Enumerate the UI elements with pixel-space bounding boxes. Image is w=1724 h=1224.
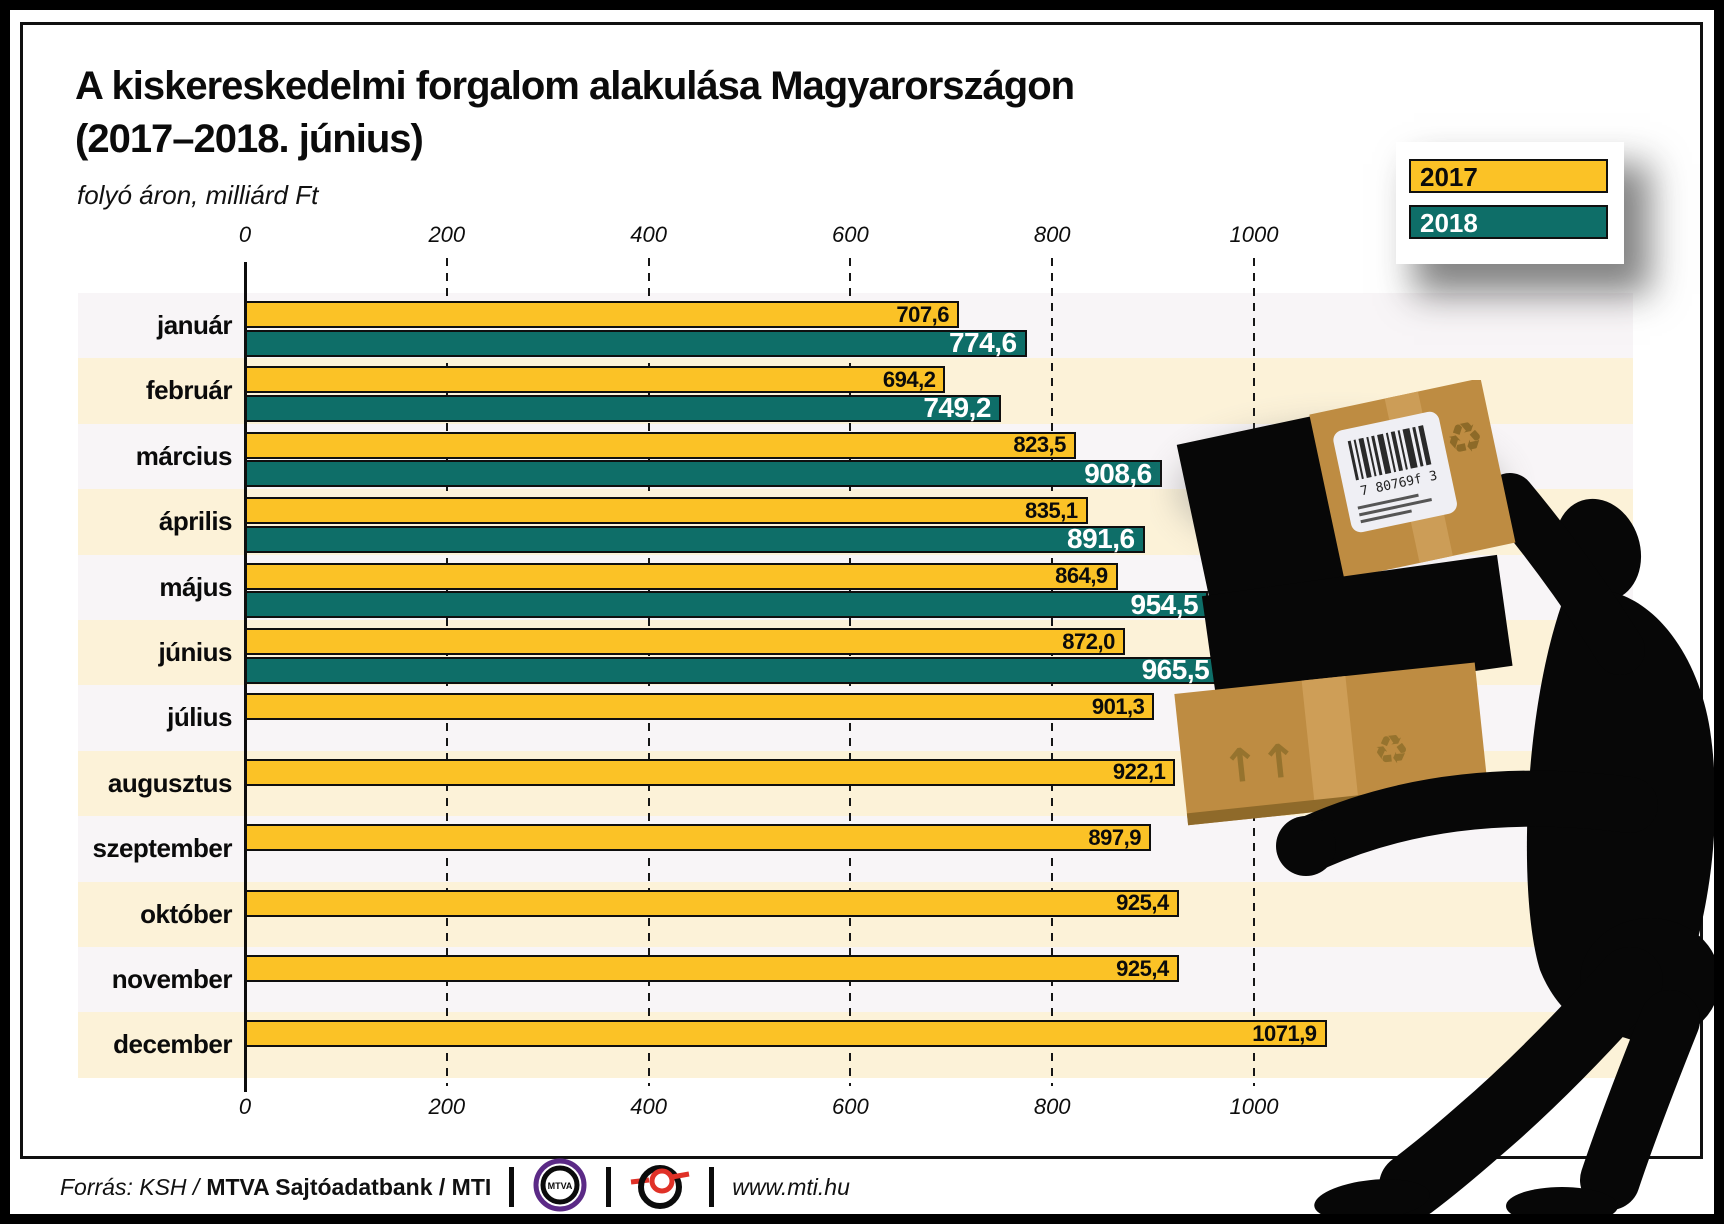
x-tick-top-1000: 1000 — [1229, 222, 1279, 247]
person-hand — [1276, 816, 1336, 876]
bar-2018-március: 908,6 — [245, 457, 1162, 489]
person-back-leg — [1580, 990, 1700, 1210]
bar-value-2017-február: 694,2 — [882, 366, 936, 392]
month-label-február: február — [145, 375, 233, 406]
legend-item-2018: 2018 — [1409, 205, 1608, 239]
page-title: A kiskereskedelmi forgalom alakulása Mag… — [75, 60, 1075, 166]
bar-2018-január: 774,6 — [245, 327, 1027, 358]
source-names: MTVA Sajtóadatbank / MTI — [206, 1173, 492, 1200]
month-label-december: december — [113, 1029, 232, 1060]
x-tick-top-0: 0 — [238, 222, 252, 247]
person-back-foot — [1506, 1187, 1618, 1224]
bar-value-2017-szeptember: 897,9 — [1088, 824, 1141, 850]
bar-2017-március: 823,5 — [245, 431, 1076, 459]
inner-border-box — [20, 22, 1703, 1159]
footer-source-bar: Forrás: KSH / MTVA Sajtóadatbank / MTI M… — [60, 1158, 850, 1214]
mtva-logo-icon: MTVA — [533, 1158, 587, 1211]
bar-value-2017-december: 1071,9 — [1252, 1020, 1317, 1046]
bar-value-2017-november: 925,4 — [1116, 955, 1169, 981]
bar-value-2018-január: 774,6 — [948, 327, 1017, 358]
x-tick-bottom-800: 800 — [1033, 1094, 1071, 1119]
bar-2017-május: 864,9 — [245, 562, 1118, 590]
barcode-icon — [1347, 425, 1432, 481]
source-prefix: Forrás: KSH / — [60, 1173, 200, 1200]
x-tick-top-600: 600 — [832, 222, 869, 247]
bar-2018-február: 749,2 — [245, 392, 1001, 424]
month-label-szeptember: szeptember — [92, 833, 233, 864]
month-label-január: január — [156, 310, 233, 340]
bar-value-2017-július: 901,3 — [1091, 693, 1145, 719]
person-forearm — [1287, 770, 1658, 870]
month-label-október: október — [140, 898, 232, 929]
bar-value-2017-október: 925,4 — [1116, 890, 1169, 916]
bar-value-2017-augusztus: 922,1 — [1112, 759, 1166, 785]
person-front-foot — [1314, 1179, 1430, 1221]
legend-label-2017: 2017 — [1420, 162, 1478, 192]
month-label-március: március — [135, 440, 233, 471]
delivery-person-illustration: 7 80769f 3 ♻ ↑↑ ♻ — [1174, 380, 1720, 1224]
bar-2017-augusztus: 922,1 — [245, 758, 1176, 786]
legend: 2017 2018 — [1396, 142, 1624, 264]
mti-logo — [629, 1157, 691, 1218]
bar-2017-január: 707,6 — [245, 301, 959, 328]
bar-2017-július: 901,3 — [245, 693, 1155, 721]
bar-2017-november: 925,4 — [245, 955, 1179, 982]
bar-value-2018-május: 954,5 — [1130, 588, 1199, 620]
month-label-június: június — [158, 637, 232, 667]
legend-label-2018: 2018 — [1420, 208, 1478, 238]
x-tick-bottom-1000: 1000 — [1229, 1094, 1279, 1119]
legend-item-2017: 2017 — [1409, 159, 1608, 193]
person-front-limbs — [1276, 770, 1700, 1224]
x-tick-bottom-0: 0 — [238, 1094, 252, 1119]
bar-2018-június: 965,5 — [245, 654, 1220, 685]
bar-2017-december: 1071,9 — [245, 1020, 1327, 1048]
footer-separator — [606, 1167, 612, 1207]
bar-2017-február: 694,2 — [245, 366, 946, 394]
footer-separator — [709, 1167, 715, 1207]
person-upper-arm — [1485, 473, 1645, 675]
month-label-november: november — [111, 964, 233, 994]
title-line-2: (2017–2018. június) — [75, 116, 424, 161]
svg-text:MTVA: MTVA — [548, 1181, 573, 1191]
bar-2017-június: 872,0 — [245, 628, 1125, 655]
month-label-augusztus: augusztus — [107, 767, 233, 798]
bar-value-2018-március: 908,6 — [1084, 457, 1152, 489]
bar-2017-szeptember: 897,9 — [245, 824, 1151, 852]
bar-2018-május: 954,5 — [245, 588, 1209, 620]
x-tick-bottom-600: 600 — [832, 1094, 869, 1119]
bar-value-2017-június: 872,0 — [1062, 628, 1115, 654]
footer-separator — [509, 1167, 515, 1207]
bar-value-2018-február: 749,2 — [923, 392, 991, 424]
month-label-május: május — [159, 571, 232, 602]
website-link: www.mti.hu — [732, 1173, 850, 1200]
x-tick-top-400: 400 — [630, 222, 667, 247]
box-bottom-tape — [1301, 676, 1360, 812]
this-side-up-icon: ↑↑ — [1219, 733, 1301, 795]
bar-value-2017-január: 707,6 — [896, 301, 949, 327]
bar-value-2017-május: 864,9 — [1055, 563, 1108, 589]
month-label-április: április — [158, 506, 233, 537]
bar-value-2017-március: 823,5 — [1013, 432, 1066, 458]
title-line-1: A kiskereskedelmi forgalom alakulása Mag… — [75, 64, 1075, 108]
bar-value-2018-április: 891,6 — [1067, 523, 1135, 555]
x-tick-top-200: 200 — [428, 222, 466, 247]
x-tick-top-800: 800 — [1033, 222, 1071, 247]
mti-logo-icon — [631, 1164, 690, 1209]
bar-value-2018-június: 965,5 — [1141, 654, 1210, 685]
month-label-július: július — [167, 702, 232, 733]
bar-2017-október: 925,4 — [245, 889, 1179, 917]
x-tick-bottom-200: 200 — [428, 1094, 466, 1119]
recycle-icon: ♻ — [1371, 726, 1411, 775]
mtva-logo: MTVA — [532, 1157, 588, 1218]
x-tick-bottom-400: 400 — [630, 1094, 667, 1119]
chart-unit-subtitle: folyó áron, milliárd Ft — [77, 180, 319, 210]
box-top: 7 80769f 3 ♻ — [1176, 380, 1516, 607]
bar-2017-április: 835,1 — [245, 497, 1088, 525]
bar-value-2017-április: 835,1 — [1025, 497, 1078, 523]
bar-2018-április: 891,6 — [245, 523, 1145, 555]
person-front-leg — [1379, 947, 1663, 1219]
